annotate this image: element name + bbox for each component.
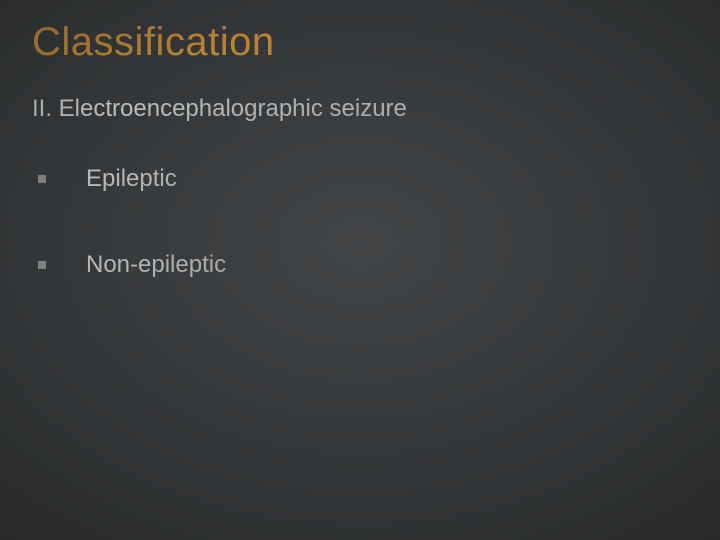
slide: Classification II. Electroencephalograph…	[0, 0, 720, 540]
slide-subheading: II. Electroencephalographic seizure	[32, 95, 720, 123]
list-item-label: Non-epileptic	[86, 251, 226, 279]
square-bullet-icon	[38, 175, 46, 183]
square-bullet-icon	[38, 261, 46, 269]
list-item: Epileptic	[32, 165, 720, 193]
list-item: Non-epileptic	[32, 251, 720, 279]
slide-title: Classification	[32, 20, 720, 65]
list-item-label: Epileptic	[86, 165, 177, 193]
